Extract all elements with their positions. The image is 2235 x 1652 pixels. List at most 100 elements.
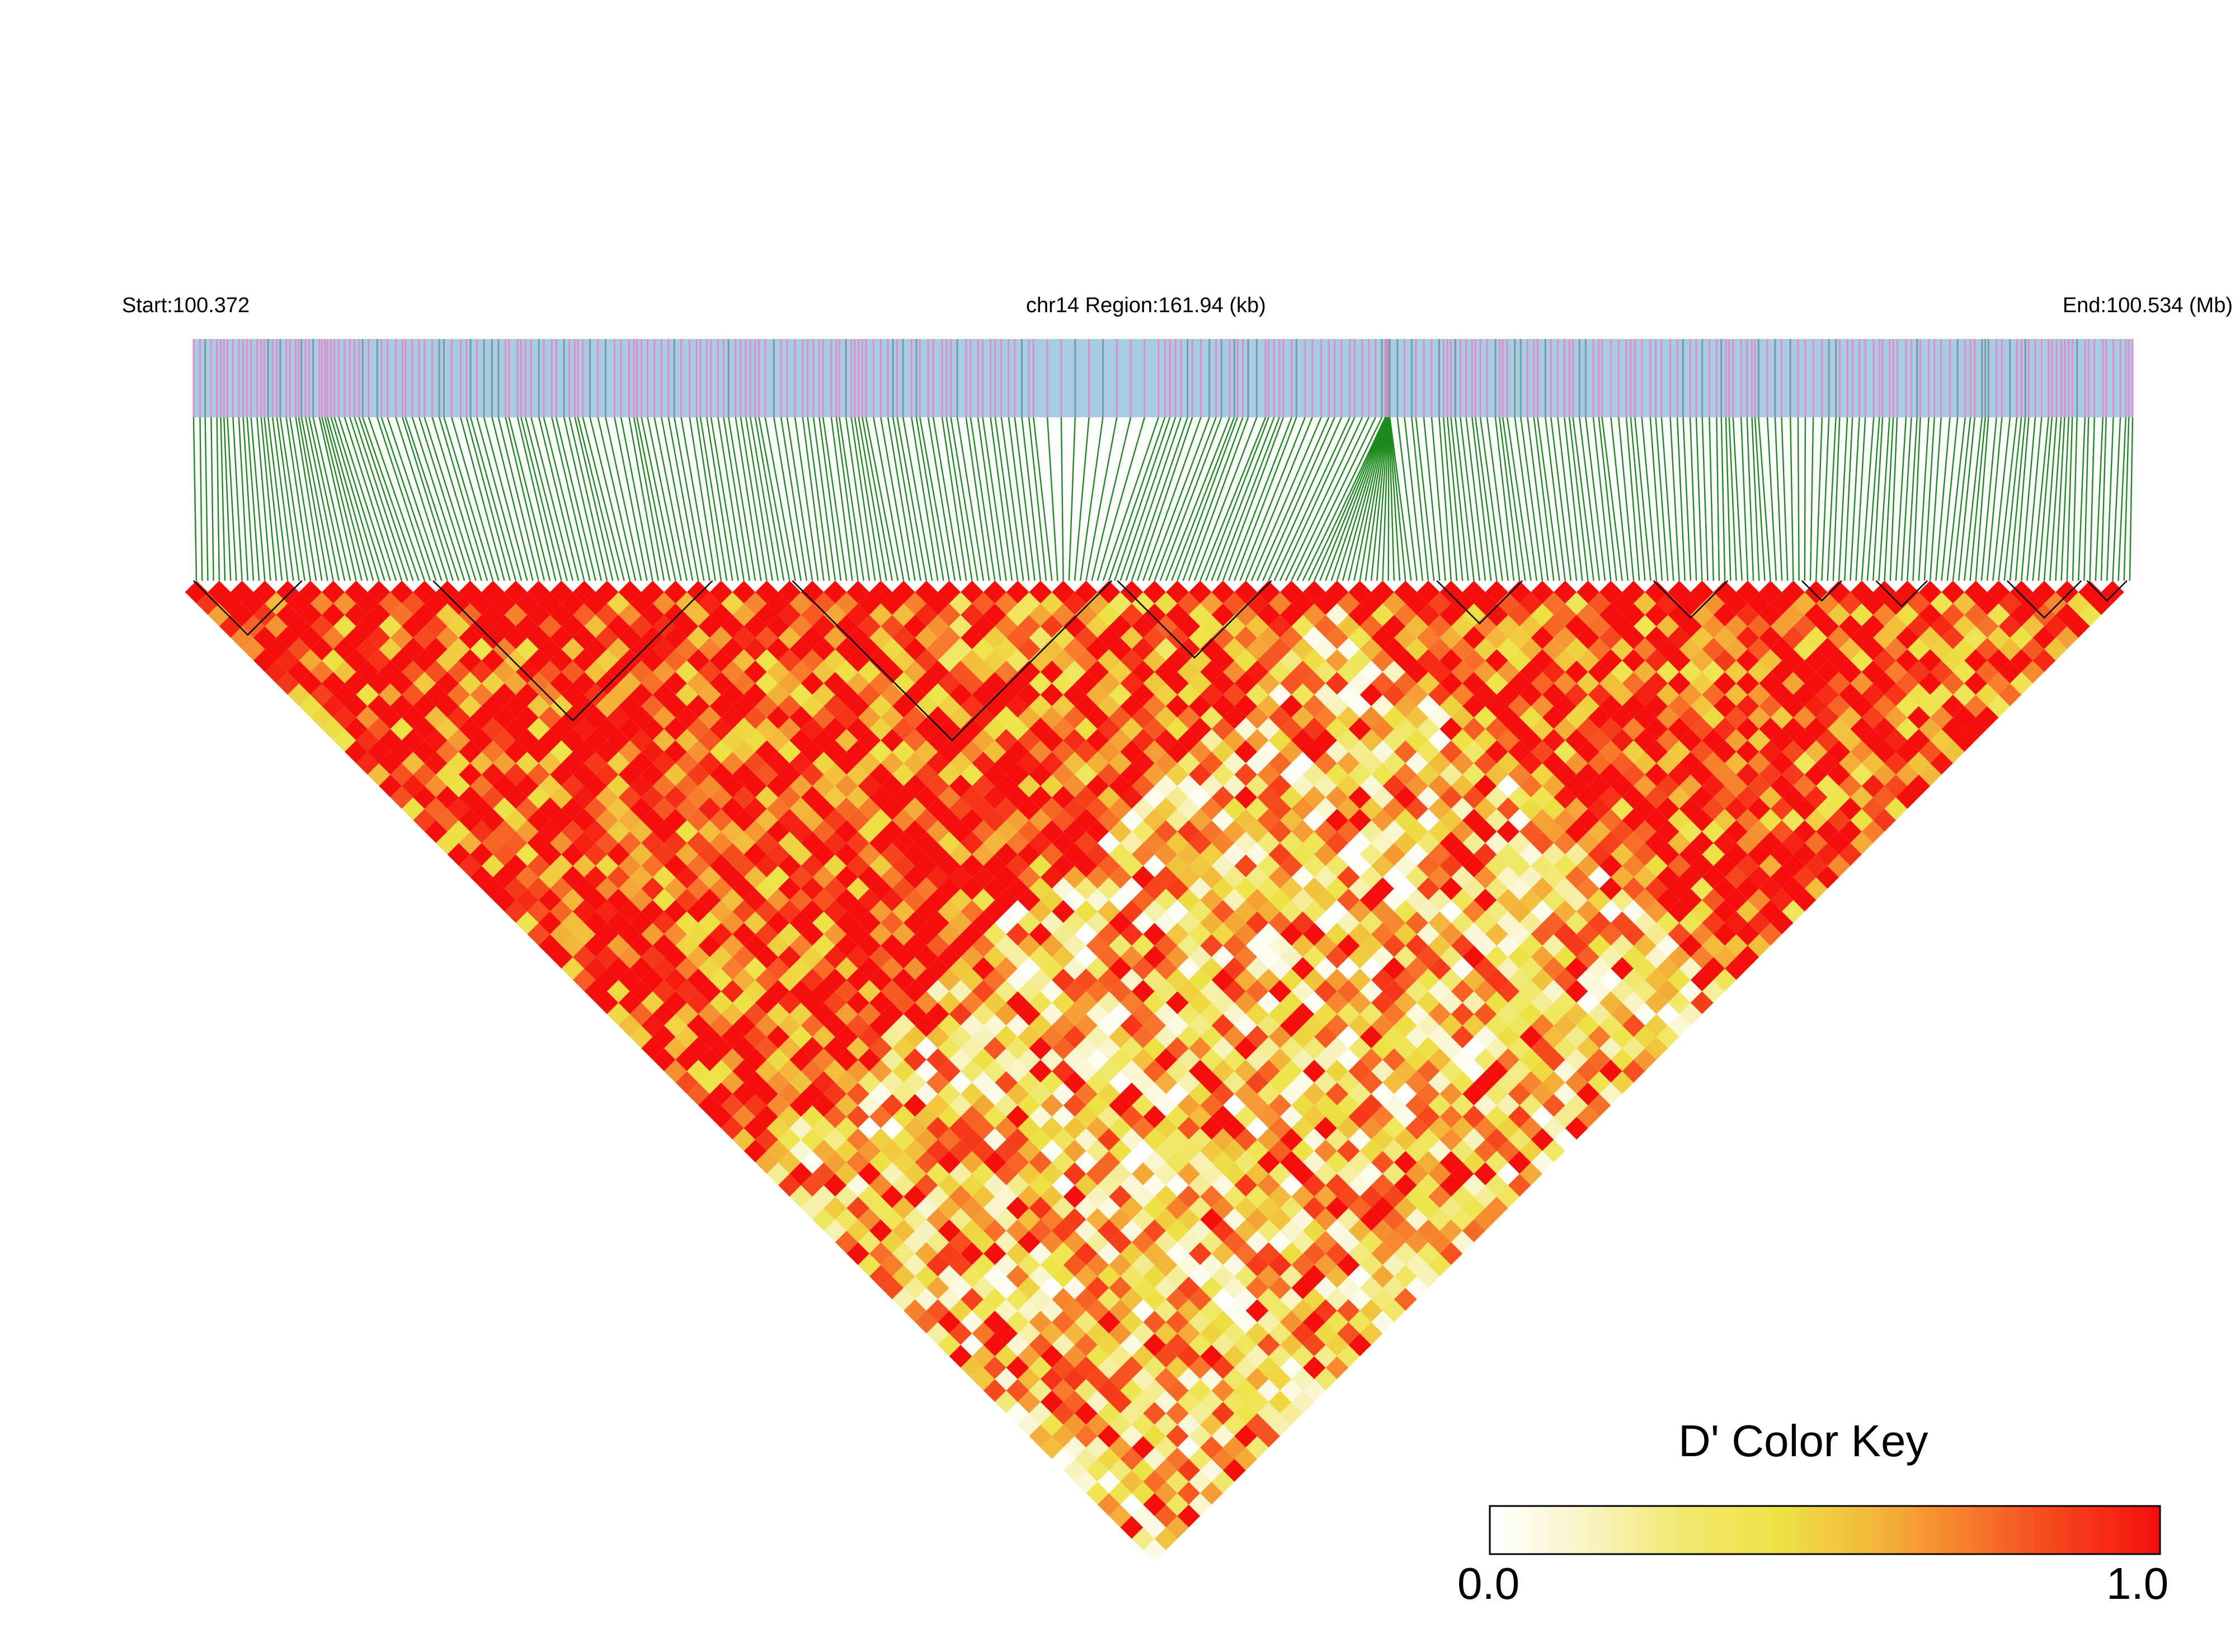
ld-cell xyxy=(972,888,995,912)
ld-cell xyxy=(1143,991,1166,1014)
ld-cell xyxy=(778,831,801,855)
ld-cell xyxy=(550,785,573,809)
ld-cell xyxy=(675,865,699,889)
snp-connector-line xyxy=(530,417,574,581)
ld-cell xyxy=(709,581,733,604)
ld-cell xyxy=(778,923,801,946)
ld-cell xyxy=(1052,694,1075,718)
ld-cell xyxy=(1143,694,1166,718)
ld-cell xyxy=(1257,991,1280,1014)
ld-cell xyxy=(1359,683,1383,707)
ld-cell xyxy=(288,683,310,707)
snp-connector-line xyxy=(977,417,1001,581)
ld-cell xyxy=(1109,774,1132,798)
ld-cell xyxy=(812,592,835,615)
snp-connector-line xyxy=(620,417,653,581)
ld-cell xyxy=(1793,615,1817,638)
ld-cell xyxy=(538,820,562,843)
ld-cell xyxy=(276,626,299,649)
ld-cell xyxy=(1554,1128,1577,1151)
ld-cell xyxy=(1474,1162,1497,1185)
ld-cell xyxy=(1200,592,1224,615)
ld-cell xyxy=(436,672,459,695)
ld-cell xyxy=(698,980,721,1003)
ld-cell xyxy=(1279,1128,1303,1151)
ld-cell xyxy=(972,934,995,957)
ld-cell xyxy=(995,911,1018,935)
ld-cell xyxy=(1302,1105,1326,1128)
snp-connector-line xyxy=(887,417,916,581)
ld-cell xyxy=(470,729,493,752)
ld-cell xyxy=(1052,900,1075,923)
ld-cell xyxy=(1257,603,1280,627)
ld-cell xyxy=(1257,1424,1280,1448)
ld-cell xyxy=(2101,581,2124,604)
snp-connector-line xyxy=(2100,417,2107,581)
ld-cell xyxy=(755,923,778,946)
ld-cell xyxy=(1074,1242,1098,1265)
snp-connector-line xyxy=(1182,417,1244,581)
snp-connector-line xyxy=(295,417,323,581)
ld-cell xyxy=(835,911,858,935)
snp-connector-line xyxy=(368,417,425,581)
ld-cell xyxy=(1029,1424,1052,1448)
ld-cell xyxy=(778,1174,801,1197)
ld-cell xyxy=(1850,603,1874,627)
ld-cell xyxy=(949,706,972,729)
ld-cell xyxy=(1474,706,1497,729)
ld-cell xyxy=(1679,934,1702,957)
snp-connector-line xyxy=(199,417,203,581)
ld-cell xyxy=(1417,923,1440,946)
snp-connector-line xyxy=(1895,417,1907,581)
snp-connector-line xyxy=(338,417,391,581)
ld-cell xyxy=(550,923,573,946)
snp-connector-line xyxy=(727,417,756,581)
snp-connector-line xyxy=(2055,417,2065,581)
ld-cell xyxy=(1417,1060,1440,1083)
ld-cell xyxy=(732,626,756,649)
ld-cell xyxy=(1417,672,1440,695)
snp-connector-line xyxy=(1514,417,1537,581)
ld-cell xyxy=(755,1037,778,1060)
ld-cell xyxy=(1052,1060,1075,1083)
ld-cell xyxy=(995,592,1018,615)
ld-cell xyxy=(1302,1288,1326,1311)
ld-cell xyxy=(1895,740,1919,764)
snp-connector-line xyxy=(780,417,808,581)
ld-cell xyxy=(995,1094,1018,1117)
snp-connector-line xyxy=(330,417,380,581)
ld-cell xyxy=(1417,1151,1440,1174)
ld-cell xyxy=(1577,1105,1599,1128)
ld-cell xyxy=(1474,888,1497,912)
ld-cell xyxy=(1519,1025,1542,1048)
ld-cell xyxy=(356,615,379,638)
snp-connector-line xyxy=(354,417,408,581)
ld-cell xyxy=(949,774,972,798)
snp-connector-line xyxy=(220,417,226,581)
ld-cell xyxy=(846,581,870,604)
ld-cell xyxy=(550,945,573,969)
ld-cell xyxy=(299,694,322,718)
ld-cell xyxy=(1793,706,1817,729)
ld-cell xyxy=(595,740,619,764)
snp-connector-line xyxy=(1285,417,1363,581)
snp-connector-line xyxy=(896,417,928,581)
ld-cell xyxy=(1634,820,1657,843)
ld-cell xyxy=(1097,581,1121,604)
ld-cell xyxy=(1952,592,1976,615)
snp-connector-line xyxy=(1389,417,1401,581)
ld-cell xyxy=(367,740,390,764)
ld-cell xyxy=(2010,581,2033,604)
snp-connector-line xyxy=(1446,417,1464,581)
snp-connector-line xyxy=(1142,417,1202,581)
ld-cell xyxy=(1474,797,1497,821)
ld-cell xyxy=(972,1231,995,1254)
ld-cell xyxy=(1257,1151,1280,1174)
snp-connector-line xyxy=(1958,417,1975,581)
ld-cell xyxy=(1109,1208,1132,1231)
ld-cell xyxy=(1302,1242,1326,1265)
ld-cell xyxy=(1474,820,1497,843)
ld-cell xyxy=(949,980,972,1003)
ld-cell xyxy=(892,1105,915,1128)
ld-cell xyxy=(892,1174,915,1197)
